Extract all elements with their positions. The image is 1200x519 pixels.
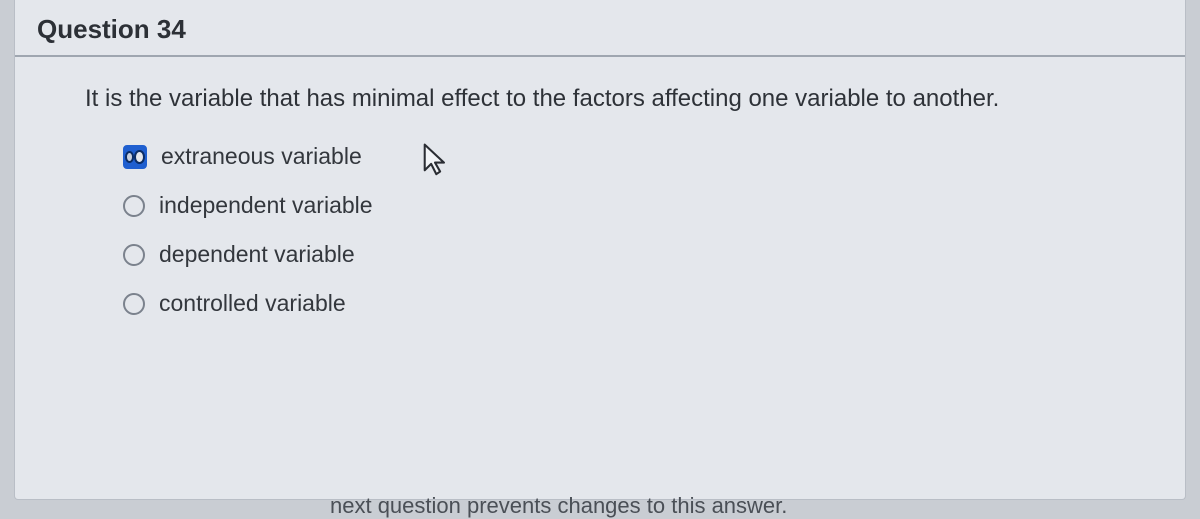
question-prompt: It is the variable that has minimal effe… bbox=[85, 83, 1185, 115]
option-label: extraneous variable bbox=[161, 143, 362, 170]
option-label: dependent variable bbox=[159, 241, 355, 268]
option-label: controlled variable bbox=[159, 290, 346, 317]
question-title: Question 34 bbox=[37, 14, 186, 45]
radio-selected-icon bbox=[123, 145, 147, 169]
question-card: Question 34 It is the variable that has … bbox=[14, 0, 1186, 500]
radio-icon bbox=[123, 195, 145, 217]
radio-icon bbox=[123, 293, 145, 315]
options-group: extraneous variable independent variable… bbox=[85, 143, 1185, 317]
question-body: It is the variable that has minimal effe… bbox=[15, 57, 1185, 317]
option-controlled[interactable]: controlled variable bbox=[123, 290, 1185, 317]
question-header: Question 34 bbox=[15, 0, 1185, 57]
radio-icon bbox=[123, 244, 145, 266]
option-extraneous[interactable]: extraneous variable bbox=[123, 143, 1185, 170]
option-dependent[interactable]: dependent variable bbox=[123, 241, 1185, 268]
footer-partial-text: next question prevents changes to this a… bbox=[330, 493, 787, 519]
option-label: independent variable bbox=[159, 192, 373, 219]
option-independent[interactable]: independent variable bbox=[123, 192, 1185, 219]
